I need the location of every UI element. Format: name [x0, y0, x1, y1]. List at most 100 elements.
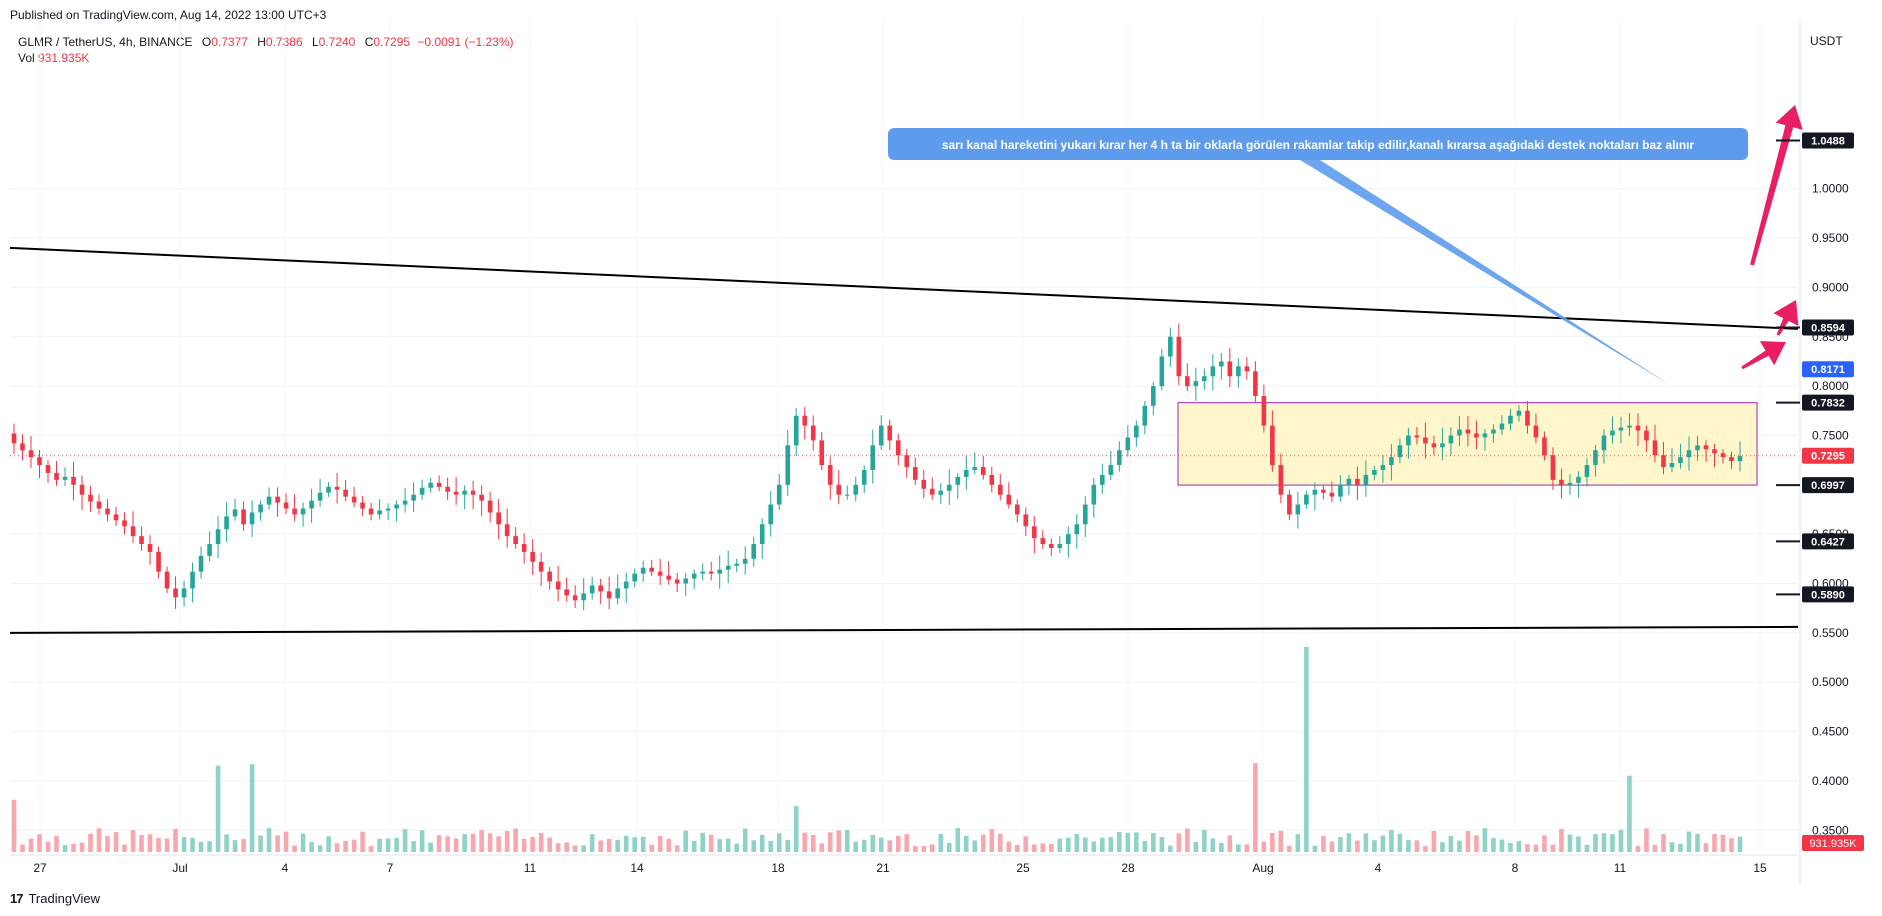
candle-body[interactable] [1270, 425, 1275, 466]
candle-body[interactable] [1261, 395, 1267, 426]
candle-body[interactable] [1040, 538, 1046, 545]
candle-body[interactable] [1601, 435, 1607, 451]
candle-body[interactable] [844, 494, 850, 496]
price-level-tag[interactable] [1802, 586, 1854, 603]
price-level-tag[interactable] [1802, 533, 1854, 550]
candle-body[interactable] [1559, 479, 1564, 485]
candle-body[interactable] [1695, 445, 1700, 451]
candle-body[interactable] [436, 482, 442, 487]
candle-body[interactable] [1210, 366, 1216, 377]
candle-body[interactable] [700, 571, 705, 574]
candle-body[interactable] [266, 496, 272, 505]
candle-body[interactable] [1644, 430, 1649, 441]
candle-body[interactable] [751, 544, 757, 559]
candle-body[interactable] [20, 443, 25, 451]
candle-body[interactable] [292, 508, 297, 515]
candle-body[interactable] [1525, 410, 1530, 426]
candle-body[interactable] [963, 470, 969, 477]
candle-body[interactable] [190, 571, 195, 589]
candle-body[interactable] [1406, 435, 1411, 446]
candle-body[interactable] [1142, 405, 1148, 426]
candle-body[interactable] [1729, 457, 1734, 462]
candle-body[interactable] [997, 484, 1003, 495]
candle-body[interactable] [504, 524, 510, 537]
candle-body[interactable] [1159, 356, 1165, 387]
candle-body[interactable] [538, 561, 544, 572]
candle-body[interactable] [1057, 544, 1063, 548]
candle-body[interactable] [215, 529, 221, 545]
candle-body[interactable] [1567, 482, 1573, 485]
trendline-upper[interactable] [9, 246, 1799, 330]
candle-body[interactable] [343, 489, 348, 497]
candle-body[interactable] [11, 433, 17, 444]
candle-body[interactable] [810, 425, 816, 441]
candle-body[interactable] [717, 569, 723, 574]
candle-body[interactable] [1465, 429, 1471, 434]
candle-body[interactable] [836, 484, 842, 495]
candle-body[interactable] [1482, 433, 1488, 438]
candle-body[interactable] [402, 500, 408, 505]
candle-body[interactable] [445, 486, 450, 492]
candle-body[interactable] [1389, 457, 1394, 466]
candle-body[interactable] [759, 524, 765, 545]
candle-body[interactable] [1610, 430, 1615, 436]
candle-body[interactable] [258, 504, 263, 513]
candle-body[interactable] [394, 504, 399, 509]
candle-body[interactable] [921, 479, 927, 489]
candle-body[interactable] [785, 445, 791, 485]
candle-body[interactable] [1576, 476, 1581, 483]
candle-body[interactable] [572, 595, 578, 601]
candle-body[interactable] [589, 585, 595, 594]
candle-body[interactable] [1151, 386, 1156, 406]
candle-body[interactable] [300, 508, 306, 515]
candle-body[interactable] [768, 504, 774, 525]
candle-body[interactable] [1236, 366, 1241, 377]
candle-body[interactable] [1125, 437, 1131, 451]
candle-body[interactable] [1669, 463, 1675, 468]
candle-body[interactable] [453, 491, 459, 495]
symbol-name[interactable]: GLMR / TetherUS, 4h, BINANCE [18, 35, 193, 49]
candle-body[interactable] [564, 589, 569, 596]
candle-body[interactable] [623, 581, 629, 589]
candle-body[interactable] [428, 482, 433, 488]
candle-body[interactable] [198, 555, 204, 572]
candle-body[interactable] [1066, 534, 1071, 545]
candle-body[interactable] [1457, 429, 1462, 436]
candle-body[interactable] [1049, 544, 1054, 548]
candle-body[interactable] [1584, 465, 1590, 477]
candle-body[interactable] [317, 492, 323, 501]
candle-body[interactable] [1397, 445, 1403, 458]
candle-body[interactable] [1703, 445, 1709, 450]
candle-body[interactable] [1516, 410, 1522, 416]
candle-body[interactable] [1176, 336, 1182, 377]
candle-body[interactable] [776, 484, 782, 505]
candle-body[interactable] [827, 465, 833, 485]
candle-body[interactable] [1312, 489, 1318, 495]
candle-body[interactable] [1074, 524, 1080, 535]
candle-body[interactable] [45, 465, 51, 473]
candle-body[interactable] [674, 579, 680, 584]
candle-body[interactable] [232, 509, 238, 517]
candle-body[interactable] [598, 585, 603, 592]
price-level-tag[interactable] [1802, 477, 1854, 494]
candle-body[interactable] [912, 467, 918, 480]
candle-body[interactable] [666, 575, 671, 580]
candle-body[interactable] [207, 544, 212, 556]
candle-body[interactable] [1219, 361, 1224, 367]
candle-body[interactable] [870, 445, 876, 470]
candle-body[interactable] [1117, 450, 1122, 466]
candle-body[interactable] [139, 536, 144, 545]
candle-body[interactable] [1193, 381, 1199, 387]
candle-body[interactable] [1304, 494, 1309, 505]
candle-body[interactable] [1414, 435, 1420, 438]
candle-body[interactable] [71, 476, 76, 485]
candle-body[interactable] [249, 512, 255, 525]
candle-body[interactable] [989, 474, 995, 485]
candle-body[interactable] [734, 563, 740, 566]
candle-body[interactable] [1134, 425, 1139, 438]
candle-body[interactable] [1091, 484, 1097, 505]
candle-body[interactable] [1618, 427, 1624, 431]
candle-body[interactable] [130, 526, 136, 537]
candle-body[interactable] [113, 514, 119, 521]
